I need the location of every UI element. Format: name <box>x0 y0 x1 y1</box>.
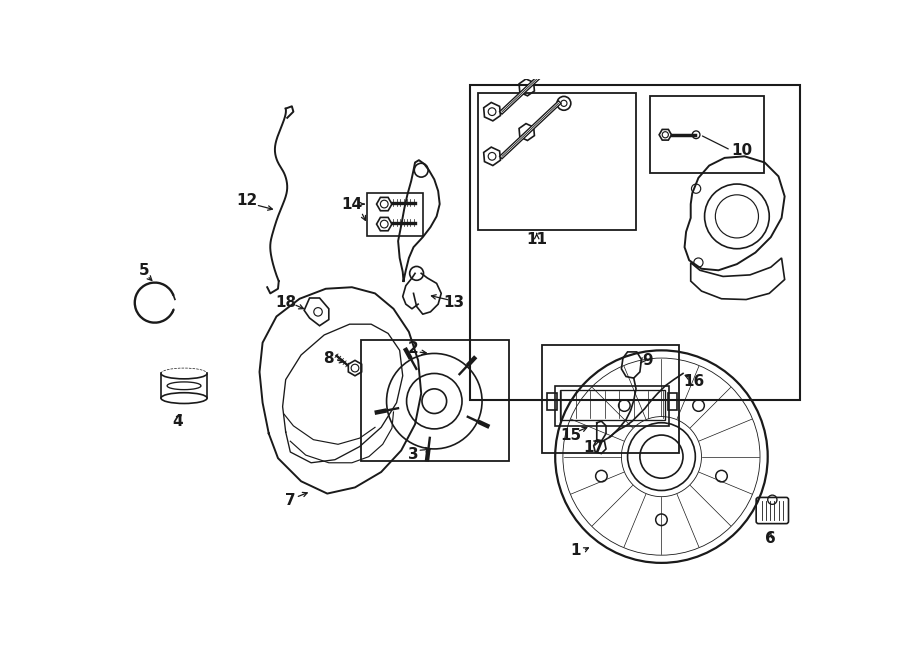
Text: 6: 6 <box>765 531 776 546</box>
Text: 7: 7 <box>285 493 295 508</box>
Text: 17: 17 <box>583 440 604 455</box>
Text: 13: 13 <box>443 295 464 310</box>
Text: 14: 14 <box>341 196 363 212</box>
Bar <box>361 340 509 461</box>
Bar <box>542 345 680 453</box>
Text: 8: 8 <box>323 350 334 366</box>
Bar <box>555 386 670 426</box>
Text: 15: 15 <box>560 428 581 443</box>
Bar <box>471 85 800 400</box>
Bar <box>560 391 664 420</box>
Bar <box>478 93 636 230</box>
Text: 1: 1 <box>570 543 580 558</box>
Text: 4: 4 <box>173 414 184 429</box>
Bar <box>547 393 557 410</box>
Text: 2: 2 <box>408 340 418 356</box>
Bar <box>668 393 677 410</box>
Bar <box>367 193 423 235</box>
Text: 18: 18 <box>275 295 296 310</box>
Text: 16: 16 <box>683 373 705 389</box>
Text: 5: 5 <box>139 263 149 278</box>
Text: 11: 11 <box>526 232 547 247</box>
Bar <box>650 97 764 173</box>
Text: 3: 3 <box>409 447 419 462</box>
Text: 12: 12 <box>237 194 257 208</box>
Text: 10: 10 <box>732 143 753 158</box>
Text: 9: 9 <box>643 353 652 368</box>
